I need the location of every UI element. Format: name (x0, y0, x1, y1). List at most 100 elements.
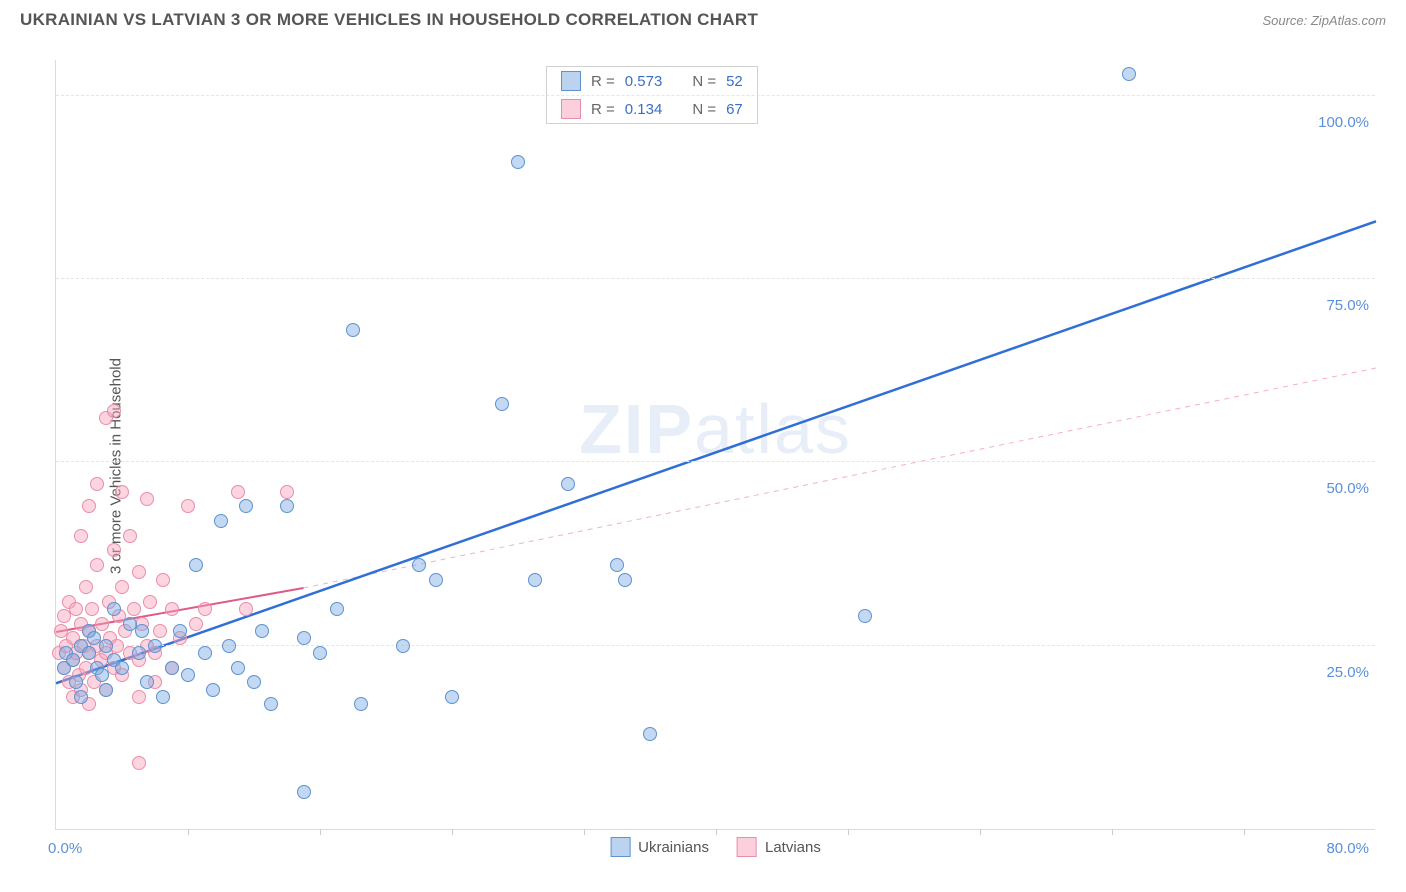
data-point (66, 653, 80, 667)
data-point (206, 683, 220, 697)
legend-stat-row: R = 0.573 N = 52 (547, 67, 757, 95)
y-tick-label: 75.0% (1326, 297, 1369, 314)
x-tick (1244, 829, 1245, 835)
x-axis-min-label: 0.0% (48, 840, 82, 857)
data-point (618, 573, 632, 587)
data-point (280, 499, 294, 513)
n-label: N = (692, 101, 716, 118)
data-point (153, 624, 167, 638)
r-label: R = (591, 101, 615, 118)
n-value: 67 (726, 101, 743, 118)
data-point (495, 397, 509, 411)
data-point (297, 631, 311, 645)
r-label: R = (591, 73, 615, 90)
data-point (1122, 67, 1136, 81)
data-point (412, 558, 426, 572)
data-point (74, 690, 88, 704)
data-point (132, 690, 146, 704)
data-point (85, 602, 99, 616)
data-point (445, 690, 459, 704)
x-axis-max-label: 80.0% (1326, 840, 1369, 857)
data-point (115, 485, 129, 499)
data-point (74, 529, 88, 543)
data-point (396, 639, 410, 653)
data-point (140, 675, 154, 689)
plot-area: ZIPatlas R =0.573N =52R =0.134N =67 0.0%… (55, 60, 1375, 830)
data-point (280, 485, 294, 499)
data-point (231, 661, 245, 675)
x-tick (452, 829, 453, 835)
data-point (132, 646, 146, 660)
data-point (99, 683, 113, 697)
trend-line (56, 221, 1376, 683)
r-value: 0.134 (625, 101, 663, 118)
data-point (330, 602, 344, 616)
data-point (140, 492, 154, 506)
legend-label: Ukrainians (638, 839, 709, 856)
data-point (82, 499, 96, 513)
legend-item: Ukrainians (610, 837, 709, 857)
data-point (297, 785, 311, 799)
legend-stat-row: R = 0.134 N = 67 (547, 95, 757, 123)
data-point (222, 639, 236, 653)
data-point (354, 697, 368, 711)
legend-swatch (610, 837, 630, 857)
data-point (115, 580, 129, 594)
data-point (69, 602, 83, 616)
x-tick (320, 829, 321, 835)
gridline: 25.0% (56, 645, 1375, 646)
legend-swatch (561, 71, 581, 91)
data-point (95, 668, 109, 682)
data-point (107, 404, 121, 418)
data-point (132, 756, 146, 770)
data-point (79, 580, 93, 594)
legend-swatch (561, 99, 581, 119)
data-point (313, 646, 327, 660)
x-tick (188, 829, 189, 835)
data-point (135, 624, 149, 638)
data-point (189, 617, 203, 631)
chart-title: UKRAINIAN VS LATVIAN 3 OR MORE VEHICLES … (20, 10, 758, 30)
series-legend: UkrainiansLatvians (610, 837, 821, 857)
data-point (643, 727, 657, 741)
y-tick-label: 100.0% (1318, 114, 1369, 131)
data-point (264, 697, 278, 711)
data-point (143, 595, 157, 609)
legend-swatch (737, 837, 757, 857)
data-point (107, 602, 121, 616)
y-tick-label: 50.0% (1326, 480, 1369, 497)
r-value: 0.573 (625, 73, 663, 90)
data-point (156, 573, 170, 587)
y-tick-label: 25.0% (1326, 664, 1369, 681)
data-point (173, 624, 187, 638)
data-point (231, 485, 245, 499)
data-point (181, 668, 195, 682)
trend-line (304, 368, 1377, 588)
data-point (429, 573, 443, 587)
data-point (239, 602, 253, 616)
n-value: 52 (726, 73, 743, 90)
data-point (610, 558, 624, 572)
data-point (198, 602, 212, 616)
data-point (90, 558, 104, 572)
x-tick (716, 829, 717, 835)
data-point (99, 639, 113, 653)
chart-container: 3 or more Vehicles in Household ZIPatlas… (0, 40, 1406, 892)
gridline: 75.0% (56, 278, 1375, 279)
data-point (189, 558, 203, 572)
source-attribution: Source: ZipAtlas.com (1262, 13, 1386, 28)
data-point (148, 639, 162, 653)
data-point (127, 602, 141, 616)
data-point (82, 646, 96, 660)
data-point (198, 646, 212, 660)
data-point (165, 602, 179, 616)
n-label: N = (692, 73, 716, 90)
gridline: 100.0% (56, 95, 1375, 96)
data-point (156, 690, 170, 704)
data-point (90, 477, 104, 491)
x-tick (1112, 829, 1113, 835)
data-point (528, 573, 542, 587)
data-point (214, 514, 228, 528)
data-point (123, 529, 137, 543)
data-point (181, 499, 195, 513)
